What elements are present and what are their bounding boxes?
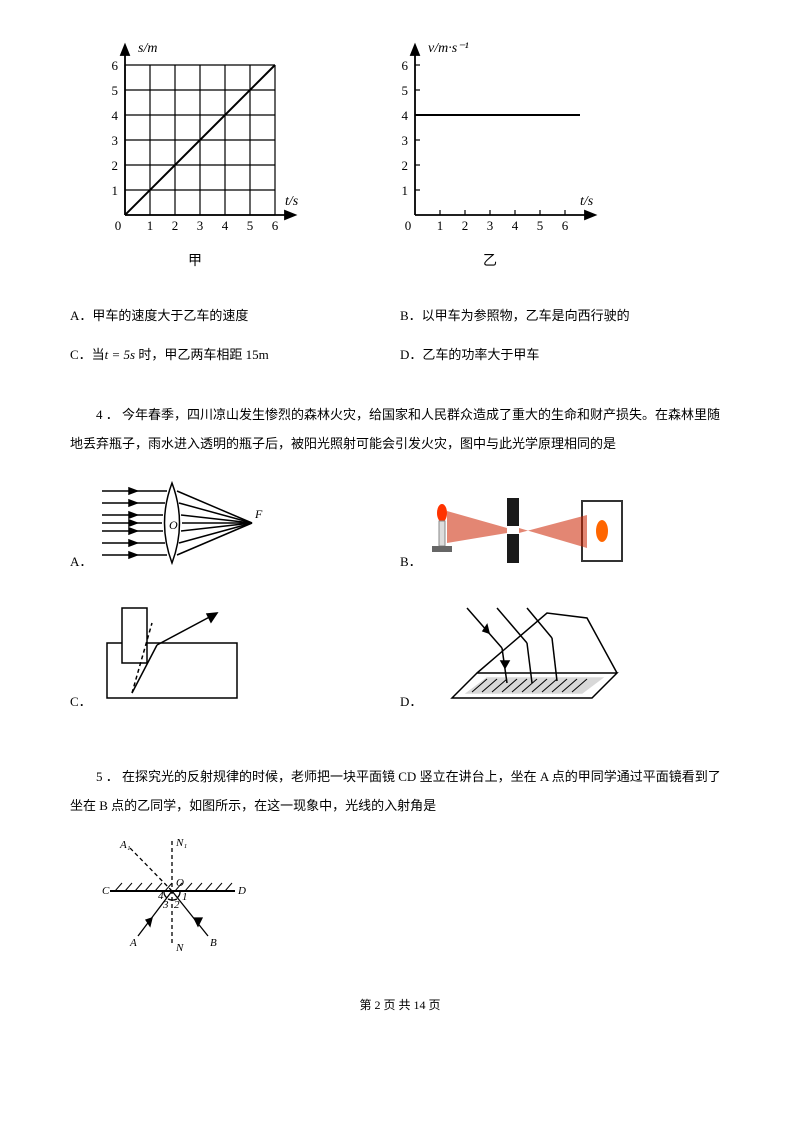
- q4-option-a-label: A．: [70, 550, 92, 573]
- svg-text:1: 1: [437, 218, 444, 233]
- q3-option-c: C．当t = 5s 时，甲乙两车相距 15m: [70, 343, 400, 366]
- q5-body: 在探究光的反射规律的时候，老师把一块平面镜 CD 竖立在讲台上，坐在 A 点的甲…: [70, 769, 721, 813]
- svg-text:6: 6: [112, 58, 119, 73]
- q3-options: A．甲车的速度大于乙车的速度 B．以甲车为参照物，乙车是向西行驶的 C．当t =…: [70, 304, 730, 381]
- chart2-caption: 乙: [380, 249, 600, 274]
- chart-1: 1 2 3 4 5 6 1 2 3 4 5 6 0 s/m t/s: [90, 40, 300, 235]
- page-footer: 第 2 页 共 14 页: [70, 995, 730, 1017]
- svg-text:2: 2: [174, 899, 180, 911]
- svg-text:4: 4: [158, 890, 164, 902]
- chart2-ylabel: v/m·s⁻¹: [428, 41, 469, 56]
- q5-text: 5 ． 在探究光的反射规律的时候，老师把一块平面镜 CD 竖立在讲台上，坐在 A…: [70, 763, 730, 820]
- q4-diagram-b: [427, 493, 627, 573]
- svg-text:A: A: [129, 937, 137, 949]
- svg-text:2: 2: [172, 218, 179, 233]
- svg-text:C: C: [102, 885, 110, 897]
- svg-text:F: F: [254, 507, 263, 521]
- svg-text:D: D: [237, 885, 246, 897]
- q4-number: 4 ．: [96, 407, 119, 422]
- svg-text:5: 5: [112, 83, 119, 98]
- q4-option-c-wrap: C．: [70, 603, 400, 713]
- svg-text:1: 1: [402, 183, 409, 198]
- q3c-prefix: C．当: [70, 347, 105, 362]
- svg-text:2: 2: [112, 158, 119, 173]
- q4-option-b-label: B．: [400, 550, 422, 573]
- svg-text:1: 1: [112, 183, 119, 198]
- chart1-caption: 甲: [90, 249, 300, 274]
- q4-option-d-label: D．: [400, 690, 422, 713]
- svg-text:0: 0: [115, 218, 122, 233]
- chart1-ylabel: s/m: [138, 41, 157, 56]
- q3-option-b: B．以甲车为参照物，乙车是向西行驶的: [400, 304, 730, 327]
- svg-text:1: 1: [147, 218, 154, 233]
- svg-text:N₁: N₁: [175, 837, 187, 849]
- svg-text:3: 3: [112, 133, 119, 148]
- chart-1-wrap: 1 2 3 4 5 6 1 2 3 4 5 6 0 s/m t/s 甲: [90, 40, 300, 274]
- svg-text:O: O: [169, 518, 178, 532]
- charts-row: 1 2 3 4 5 6 1 2 3 4 5 6 0 s/m t/s 甲: [70, 40, 730, 274]
- svg-text:6: 6: [272, 218, 279, 233]
- svg-text:3: 3: [487, 218, 494, 233]
- q4-option-a-wrap: A．: [70, 473, 400, 573]
- svg-text:4: 4: [512, 218, 519, 233]
- q4-image-options: A．: [70, 473, 730, 743]
- q3-option-d: D．乙车的功率大于甲车: [400, 343, 730, 366]
- svg-text:5: 5: [402, 83, 409, 98]
- q4-diagram-c: [97, 603, 257, 713]
- svg-text:0: 0: [405, 218, 412, 233]
- q4-option-b-wrap: B．: [400, 473, 730, 573]
- q5-number: 5 ．: [96, 769, 119, 784]
- q3c-suffix: 时，甲乙两车相距 15m: [135, 347, 269, 362]
- svg-text:3: 3: [402, 133, 409, 148]
- svg-text:2: 2: [402, 158, 409, 173]
- svg-text:O: O: [176, 877, 184, 889]
- svg-text:5: 5: [247, 218, 254, 233]
- chart-2-wrap: 1 2 3 4 5 6 1 2 3 4 5 6 0 v/m·s⁻¹ t/s 乙: [380, 40, 600, 274]
- q4-option-c-label: C．: [70, 690, 92, 713]
- svg-text:B: B: [210, 937, 217, 949]
- svg-text:N: N: [175, 942, 184, 954]
- svg-text:2: 2: [462, 218, 469, 233]
- q4-option-d-wrap: D．: [400, 603, 730, 713]
- svg-text:4: 4: [222, 218, 229, 233]
- q3c-var: t = 5s: [105, 347, 135, 362]
- q5-diagram-wrap: A₁ N₁ C D O A B N 1 2 3 4: [100, 836, 730, 965]
- svg-text:5: 5: [537, 218, 544, 233]
- svg-text:6: 6: [562, 218, 569, 233]
- chart2-xlabel: t/s: [580, 194, 594, 209]
- q4-body: 今年春季，四川凉山发生惨烈的森林火灾，给国家和人民群众造成了重大的生命和财产损失…: [70, 407, 720, 451]
- q4-diagram-d: [427, 603, 627, 713]
- chart-2: 1 2 3 4 5 6 1 2 3 4 5 6 0 v/m·s⁻¹ t/s: [380, 40, 600, 235]
- svg-text:4: 4: [402, 108, 409, 123]
- svg-text:4: 4: [112, 108, 119, 123]
- svg-text:3: 3: [197, 218, 204, 233]
- svg-text:1: 1: [182, 891, 188, 903]
- chart1-xlabel: t/s: [285, 194, 299, 209]
- q5-diagram: A₁ N₁ C D O A B N 1 2 3 4: [100, 836, 250, 956]
- svg-text:6: 6: [402, 58, 409, 73]
- svg-text:A₁: A₁: [119, 839, 131, 851]
- q4-diagram-a: O F: [97, 473, 277, 573]
- q4-text: 4 ． 今年春季，四川凉山发生惨烈的森林火灾，给国家和人民群众造成了重大的生命和…: [70, 401, 730, 458]
- q3-option-a: A．甲车的速度大于乙车的速度: [70, 304, 400, 327]
